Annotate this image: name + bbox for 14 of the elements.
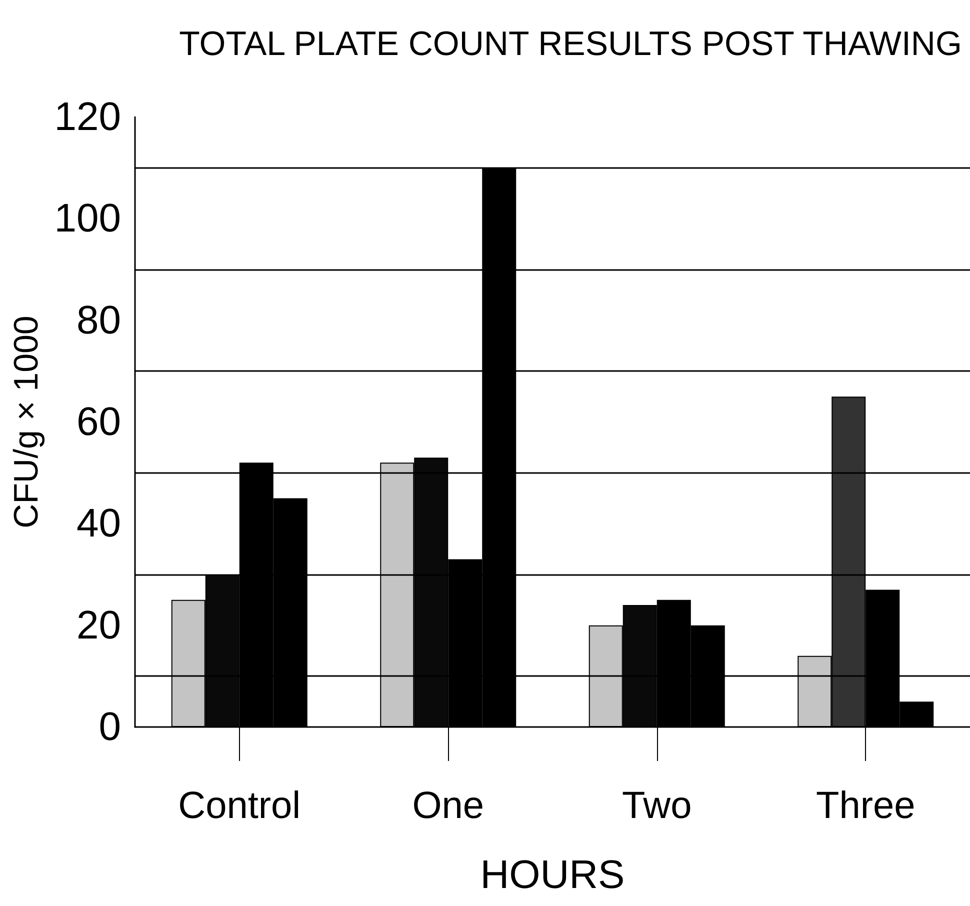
y-tick-label: 80	[76, 298, 121, 342]
x-axis-title: HOURS	[480, 853, 625, 897]
chart-title: TOTAL PLATE COUNT RESULTS POST THAWING	[179, 25, 962, 63]
y-tick-label: 100	[54, 196, 121, 241]
y-tick-label: 0	[98, 705, 121, 749]
x-tick-label: Two	[622, 785, 692, 827]
y-tick-label: 60	[76, 400, 121, 444]
x-tick-label: Three	[816, 785, 916, 827]
y-axis-title: CFU/g × 1000	[7, 316, 46, 528]
x-tick-label: One	[412, 785, 484, 827]
x-tick-label: Control	[178, 785, 301, 827]
y-tick-label: 20	[76, 603, 121, 648]
y-tick-label: 120	[54, 95, 121, 139]
y-tick-label: 40	[76, 502, 121, 546]
